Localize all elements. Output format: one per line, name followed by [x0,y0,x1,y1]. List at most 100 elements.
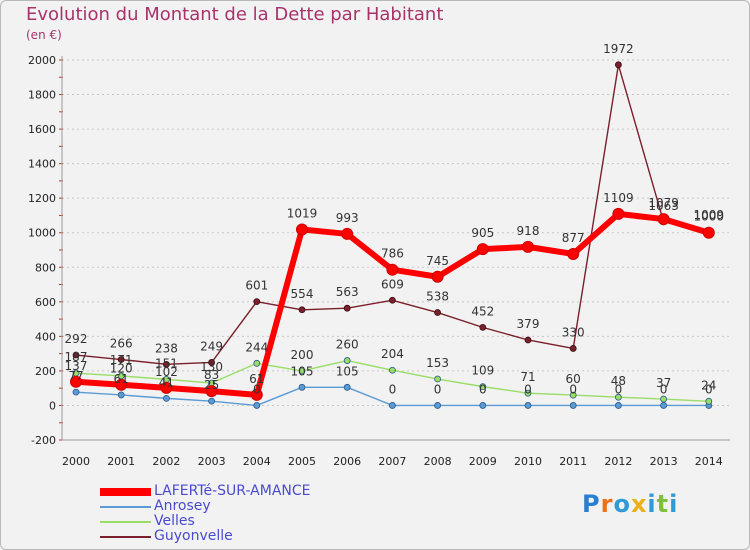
data-label: 266 [110,337,133,351]
data-label: 120 [110,362,133,376]
data-label: 0 [253,382,261,396]
data-label: 105 [291,364,314,378]
proxiti-logo: Proxiti [582,490,678,518]
data-label: 137 [65,359,88,373]
data-label: 37 [656,376,671,390]
legend-swatch-guyonvelle [100,535,151,538]
data-point [298,306,306,314]
y-tick-label: 1800 [28,89,56,102]
legend-swatch-laferte [100,487,151,496]
x-tick-label: 2001 [107,455,135,468]
data-point [72,388,80,396]
data-point [434,309,442,316]
data-point [72,351,80,359]
data-label: 102 [155,365,178,379]
legend-label-guyonvelle: Guyonvelle [154,528,233,544]
data-point [388,366,396,374]
data-point [660,402,667,409]
data-label: 61 [249,372,264,386]
data-point [569,402,577,409]
data-point [70,375,82,388]
data-label: 877 [562,231,585,245]
data-point [343,383,351,391]
data-label: 60 [566,372,581,386]
data-point [434,375,442,383]
y-tick-label: 1400 [28,158,56,171]
data-point [615,61,622,69]
data-label: 379 [517,317,540,331]
x-tick-label: 2005 [288,455,316,468]
data-label: 187 [65,350,88,364]
data-point [431,270,444,283]
data-label: 61 [114,372,129,386]
data-label: 1109 [603,191,634,205]
data-point [115,378,128,391]
data-label: 0 [479,382,487,396]
data-point [162,360,170,368]
y-tick-label: 2000 [28,54,56,67]
logo-letter: i [647,490,657,518]
y-tick-label: 400 [35,330,56,343]
data-label: 83 [204,368,219,382]
data-label: 0 [705,382,713,396]
legend-label-laferte: LAFERTé-SUR-AMANCE [154,483,311,499]
data-label: 1000 [694,210,725,224]
x-tick-label: 2012 [604,455,632,468]
data-label: 151 [155,356,178,370]
legend-label-anrosey: Anrosey [154,498,211,514]
data-label: 24 [701,378,716,392]
data-point [388,402,396,409]
y-tick-label: 1000 [28,227,56,240]
y-tick-label: 200 [35,365,56,378]
data-label: 244 [245,340,268,354]
x-tick-label: 2004 [243,455,271,468]
data-label: 0 [524,382,532,396]
data-label: 786 [381,247,404,261]
x-tick-label: 2007 [378,455,406,468]
logo-letter: r [600,490,614,518]
data-point [205,385,218,398]
data-label: 238 [155,341,178,355]
data-label: 918 [517,224,540,238]
data-point [386,263,399,276]
data-label: 41 [159,375,174,389]
data-label: 905 [471,226,494,240]
data-label: 109 [471,364,494,378]
data-point [524,336,532,344]
data-point [253,359,261,367]
data-label: 554 [291,287,314,301]
data-point [434,402,442,409]
data-point [705,397,713,405]
data-label: 0 [389,382,397,396]
data-label: 601 [245,279,268,293]
x-tick-label: 2010 [514,455,542,468]
data-label: 77 [68,369,83,383]
x-tick-label: 2008 [424,455,452,468]
data-label: 1079 [648,196,679,210]
data-label: 292 [65,332,88,346]
data-label: 330 [562,325,585,339]
data-label: 452 [471,304,494,318]
data-point [702,226,715,239]
data-label: 0 [615,382,623,396]
data-label: 153 [426,356,449,370]
x-tick-label: 2011 [559,455,587,468]
data-label: 1009 [694,208,725,222]
y-tick-label: 1600 [28,123,56,136]
data-point [524,389,532,397]
data-label: 200 [291,348,314,362]
y-tick-label: 1200 [28,192,56,205]
data-point [524,402,532,409]
y-tick-label: 600 [35,296,56,309]
data-point [343,357,351,364]
legend-swatch-anrosey [100,505,151,508]
y-tick-label: 0 [49,399,56,412]
x-tick-label: 2006 [333,455,361,468]
data-label: 25 [204,378,219,392]
data-label: 0 [660,382,668,396]
data-point [615,402,622,409]
data-label: 48 [611,374,626,388]
data-label: 105 [336,364,359,378]
data-label: 260 [336,338,359,352]
x-tick-label: 2014 [695,455,723,468]
